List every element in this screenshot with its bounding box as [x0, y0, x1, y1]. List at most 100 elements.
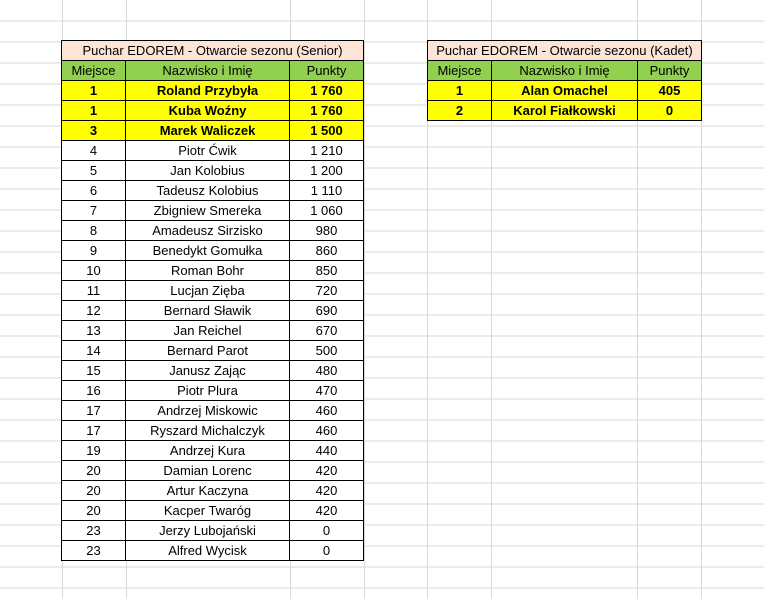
place-cell[interactable]: 23	[61, 520, 126, 541]
place-cell[interactable]: 9	[61, 240, 126, 261]
points-cell[interactable]: 0	[289, 540, 364, 561]
table-row: 20 Damian Lorenc 420	[61, 460, 364, 481]
place-cell[interactable]: 6	[61, 180, 126, 201]
place-cell[interactable]: 7	[61, 200, 126, 221]
points-cell[interactable]: 500	[289, 340, 364, 361]
name-cell[interactable]: Marek Waliczek	[125, 120, 290, 141]
points-cell[interactable]: 440	[289, 440, 364, 461]
place-cell[interactable]: 5	[61, 160, 126, 181]
table-row: 4 Piotr Ćwik 1 210	[61, 140, 364, 161]
name-cell[interactable]: Karol Fiałkowski	[491, 100, 638, 121]
place-cell[interactable]: 12	[61, 300, 126, 321]
place-cell[interactable]: 17	[61, 420, 126, 441]
name-cell[interactable]: Bernard Parot	[125, 340, 290, 361]
place-cell[interactable]: 17	[61, 400, 126, 421]
header-place[interactable]: Miejsce	[427, 60, 492, 81]
place-cell[interactable]: 1	[61, 80, 126, 101]
table-row: 15 Janusz Zając 480	[61, 360, 364, 381]
table-row: 10 Roman Bohr 850	[61, 260, 364, 281]
place-cell[interactable]: 14	[61, 340, 126, 361]
name-cell[interactable]: Janusz Zając	[125, 360, 290, 381]
header-name[interactable]: Nazwisko i Imię	[491, 60, 638, 81]
name-cell[interactable]: Jan Kolobius	[125, 160, 290, 181]
place-cell[interactable]: 20	[61, 480, 126, 501]
header-points[interactable]: Punkty	[637, 60, 702, 81]
name-cell[interactable]: Zbigniew Smereka	[125, 200, 290, 221]
points-cell[interactable]: 405	[637, 80, 702, 101]
place-cell[interactable]: 8	[61, 220, 126, 241]
table-row: 17 Andrzej Miskowic 460	[61, 400, 364, 421]
points-cell[interactable]: 460	[289, 420, 364, 441]
points-cell[interactable]: 1 500	[289, 120, 364, 141]
header-points[interactable]: Punkty	[289, 60, 364, 81]
name-cell[interactable]: Lucjan Zięba	[125, 280, 290, 301]
name-cell[interactable]: Bernard Sławik	[125, 300, 290, 321]
table-title-cell[interactable]: Puchar EDOREM - Otwarcie sezonu (Kadet)	[427, 40, 702, 61]
table-title-cell[interactable]: Puchar EDOREM - Otwarcie sezonu (Senior)	[61, 40, 364, 61]
name-cell[interactable]: Amadeusz Sirzisko	[125, 220, 290, 241]
table-row: 11 Lucjan Zięba 720	[61, 280, 364, 301]
place-cell[interactable]: 19	[61, 440, 126, 461]
table-row: 8 Amadeusz Sirzisko 980	[61, 220, 364, 241]
points-cell[interactable]: 670	[289, 320, 364, 341]
header-name[interactable]: Nazwisko i Imię	[125, 60, 290, 81]
name-cell[interactable]: Damian Lorenc	[125, 460, 290, 481]
header-place[interactable]: Miejsce	[61, 60, 126, 81]
points-cell[interactable]: 690	[289, 300, 364, 321]
place-cell[interactable]: 3	[61, 120, 126, 141]
name-cell[interactable]: Roman Bohr	[125, 260, 290, 281]
name-cell[interactable]: Jerzy Lubojański	[125, 520, 290, 541]
name-cell[interactable]: Andrzej Kura	[125, 440, 290, 461]
points-cell[interactable]: 980	[289, 220, 364, 241]
name-cell[interactable]: Alfred Wycisk	[125, 540, 290, 561]
points-cell[interactable]: 1 210	[289, 140, 364, 161]
name-cell[interactable]: Kacper Twaróg	[125, 500, 290, 521]
column-divider	[637, 0, 638, 599]
place-cell[interactable]: 20	[61, 500, 126, 521]
points-cell[interactable]: 720	[289, 280, 364, 301]
points-cell[interactable]: 1 110	[289, 180, 364, 201]
table-title-row: Puchar EDOREM - Otwarcie sezonu (Kadet)	[427, 40, 702, 61]
points-cell[interactable]: 850	[289, 260, 364, 281]
name-cell[interactable]: Jan Reichel	[125, 320, 290, 341]
points-cell[interactable]: 1 200	[289, 160, 364, 181]
place-cell[interactable]: 20	[61, 460, 126, 481]
place-cell[interactable]: 23	[61, 540, 126, 561]
place-cell[interactable]: 13	[61, 320, 126, 341]
name-cell[interactable]: Ryszard Michalczyk	[125, 420, 290, 441]
points-cell[interactable]: 0	[289, 520, 364, 541]
points-cell[interactable]: 420	[289, 480, 364, 501]
name-cell[interactable]: Kuba Woźny	[125, 100, 290, 121]
name-cell[interactable]: Tadeusz Kolobius	[125, 180, 290, 201]
points-cell[interactable]: 0	[637, 100, 702, 121]
name-cell[interactable]: Andrzej Miskowic	[125, 400, 290, 421]
place-cell[interactable]: 15	[61, 360, 126, 381]
points-cell[interactable]: 460	[289, 400, 364, 421]
place-cell[interactable]: 4	[61, 140, 126, 161]
points-cell[interactable]: 420	[289, 460, 364, 481]
name-cell[interactable]: Piotr Ćwik	[125, 140, 290, 161]
place-cell[interactable]: 10	[61, 260, 126, 281]
points-cell[interactable]: 420	[289, 500, 364, 521]
points-cell[interactable]: 1 760	[289, 100, 364, 121]
points-cell[interactable]: 1 060	[289, 200, 364, 221]
name-cell[interactable]: Piotr Plura	[125, 380, 290, 401]
column-divider	[491, 0, 492, 599]
name-cell[interactable]: Roland Przybyła	[125, 80, 290, 101]
place-cell[interactable]: 2	[427, 100, 492, 121]
senior-ranking-table: Puchar EDOREM - Otwarcie sezonu (Senior)…	[61, 40, 364, 561]
points-cell[interactable]: 1 760	[289, 80, 364, 101]
points-cell[interactable]: 480	[289, 360, 364, 381]
table-row: 6 Tadeusz Kolobius 1 110	[61, 180, 364, 201]
points-cell[interactable]: 470	[289, 380, 364, 401]
table-row: 17 Ryszard Michalczyk 460	[61, 420, 364, 441]
place-cell[interactable]: 11	[61, 280, 126, 301]
name-cell[interactable]: Alan Omachel	[491, 80, 638, 101]
name-cell[interactable]: Benedykt Gomułka	[125, 240, 290, 261]
points-cell[interactable]: 860	[289, 240, 364, 261]
place-cell[interactable]: 1	[427, 80, 492, 101]
place-cell[interactable]: 16	[61, 380, 126, 401]
place-cell[interactable]: 1	[61, 100, 126, 121]
name-cell[interactable]: Artur Kaczyna	[125, 480, 290, 501]
header-row: Miejsce Nazwisko i Imię Punkty	[427, 60, 702, 81]
